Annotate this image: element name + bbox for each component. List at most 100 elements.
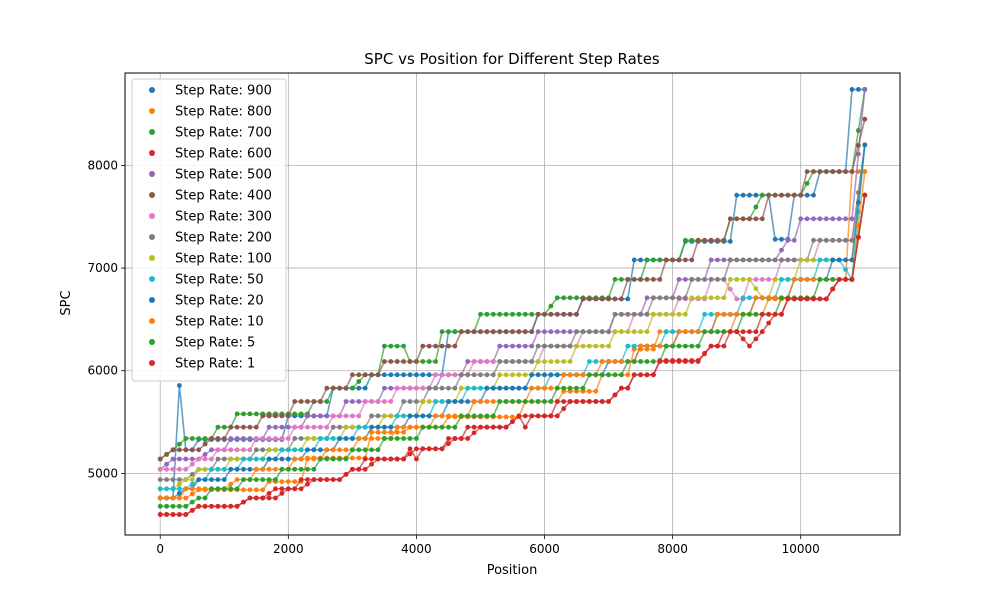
data-point	[356, 413, 362, 419]
data-point	[503, 343, 509, 349]
data-point	[394, 436, 400, 441]
data-point	[183, 512, 189, 517]
data-point	[849, 169, 855, 175]
data-point	[234, 411, 240, 417]
data-point	[362, 372, 368, 378]
data-point	[420, 385, 426, 391]
data-point	[856, 200, 861, 205]
data-point	[548, 399, 554, 404]
data-point	[170, 456, 176, 462]
data-point	[382, 456, 387, 462]
data-point	[196, 486, 202, 492]
data-point	[747, 295, 752, 301]
axis-layer: 0 2000 4000 6000 8000 10000 5000 6000 7000 8000	[87, 158, 819, 556]
x-tick-label: 0	[156, 542, 164, 556]
data-point	[407, 424, 413, 430]
data-point	[414, 436, 419, 441]
data-point	[183, 436, 189, 441]
data-point	[740, 295, 746, 301]
data-point	[221, 456, 227, 462]
data-point	[734, 329, 740, 335]
data-point	[369, 372, 374, 378]
data-point	[273, 486, 278, 492]
data-point	[606, 359, 611, 364]
data-point	[215, 466, 221, 472]
data-point	[170, 466, 176, 472]
data-point	[708, 311, 714, 317]
data-point	[638, 343, 643, 349]
data-point	[670, 343, 675, 349]
data-point	[683, 359, 688, 364]
data-point	[478, 399, 483, 404]
data-point	[196, 447, 202, 453]
data-point	[234, 436, 240, 441]
data-point	[369, 461, 374, 467]
data-point	[458, 385, 464, 391]
data-point	[599, 399, 605, 404]
data-point	[209, 447, 214, 453]
data-point	[529, 399, 535, 404]
data-point	[414, 413, 419, 419]
data-point	[836, 277, 842, 282]
data-point	[593, 359, 599, 364]
data-point	[247, 447, 253, 453]
data-point	[362, 447, 368, 453]
legend-marker	[149, 87, 155, 93]
series-12	[157, 192, 868, 509]
data-point	[196, 477, 202, 482]
data-point	[401, 436, 406, 441]
data-point	[189, 499, 195, 505]
data-point	[619, 329, 624, 335]
data-point	[849, 277, 855, 282]
data-point	[689, 359, 695, 364]
data-point	[305, 424, 310, 430]
data-point	[490, 399, 496, 404]
data-point	[388, 424, 394, 430]
data-point	[337, 447, 342, 453]
data-point	[170, 486, 176, 492]
data-point	[260, 436, 266, 441]
data-point	[439, 385, 445, 391]
data-point	[535, 343, 541, 349]
data-point	[375, 424, 381, 430]
data-point	[484, 385, 490, 391]
data-point	[676, 311, 682, 317]
data-point	[414, 424, 419, 430]
plot-frame	[124, 72, 901, 536]
data-point	[196, 466, 202, 472]
data-point	[593, 343, 599, 349]
data-point	[260, 477, 266, 482]
data-point	[734, 216, 740, 222]
data-point	[747, 257, 752, 263]
data-point	[740, 216, 746, 222]
data-point	[804, 296, 810, 302]
data-point	[625, 296, 631, 302]
data-point	[196, 436, 202, 441]
data-point	[862, 169, 868, 175]
data-point	[414, 446, 419, 452]
data-point	[189, 456, 195, 462]
data-point	[253, 487, 259, 493]
data-point	[721, 311, 727, 317]
data-point	[298, 447, 304, 453]
data-point	[426, 385, 432, 391]
data-point	[298, 486, 304, 492]
data-point	[202, 503, 208, 509]
data-point	[625, 359, 631, 364]
data-point	[234, 456, 240, 462]
data-point	[657, 329, 663, 335]
data-point	[247, 456, 253, 462]
data-point	[638, 329, 643, 335]
data-point	[465, 399, 471, 404]
data-point	[836, 257, 842, 263]
data-point	[529, 372, 535, 378]
data-point	[811, 216, 816, 222]
data-point	[458, 436, 464, 441]
data-point	[465, 385, 471, 391]
data-point	[478, 329, 483, 335]
data-point	[452, 436, 458, 441]
data-point	[721, 237, 727, 243]
legend-marker	[149, 276, 155, 282]
data-point	[311, 456, 317, 462]
data-point	[241, 499, 246, 505]
